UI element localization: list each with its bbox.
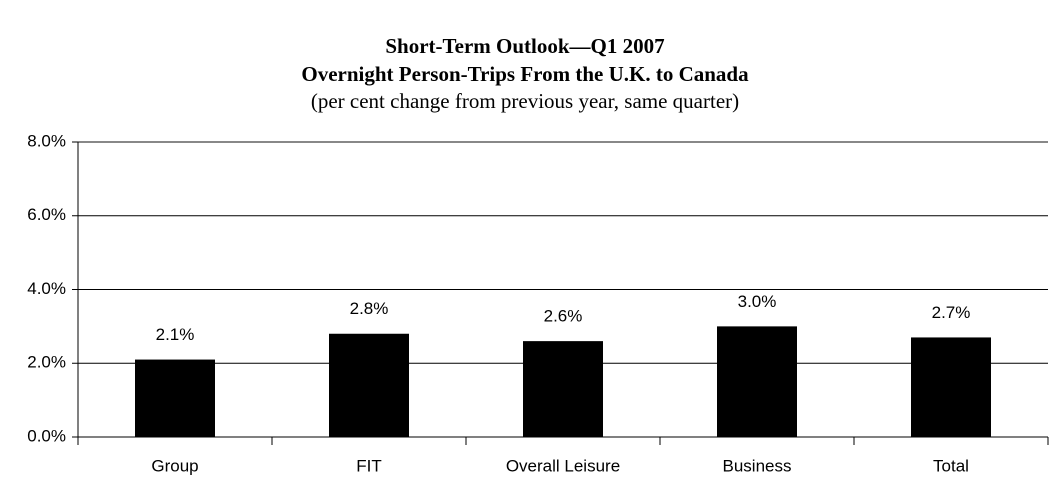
y-tick-label: 0.0%	[27, 426, 66, 445]
data-label: 3.0%	[738, 292, 777, 311]
x-tick-label: Business	[723, 456, 792, 475]
chart-description: (per cent change from previous year, sam…	[311, 89, 739, 113]
chart-subtitle: Overnight Person-Trips From the U.K. to …	[301, 62, 749, 86]
x-tick-label: Group	[151, 456, 198, 475]
x-tick-label: Overall Leisure	[506, 456, 620, 475]
chart-title: Short-Term Outlook—Q1 2007	[385, 34, 664, 58]
y-tick-label: 8.0%	[27, 131, 66, 150]
bar	[717, 326, 797, 437]
data-label: 2.7%	[932, 303, 971, 322]
y-tick-label: 2.0%	[27, 353, 66, 372]
x-tick-label: Total	[933, 456, 969, 475]
bar	[329, 333, 409, 437]
data-label: 2.1%	[156, 325, 195, 344]
y-tick-label: 6.0%	[27, 205, 66, 224]
bar	[523, 341, 603, 437]
y-tick-label: 4.0%	[27, 279, 66, 298]
bar	[911, 337, 991, 437]
data-label: 2.8%	[350, 299, 389, 318]
data-label: 2.6%	[544, 307, 583, 326]
bar	[135, 359, 215, 437]
x-tick-label: FIT	[356, 456, 382, 475]
